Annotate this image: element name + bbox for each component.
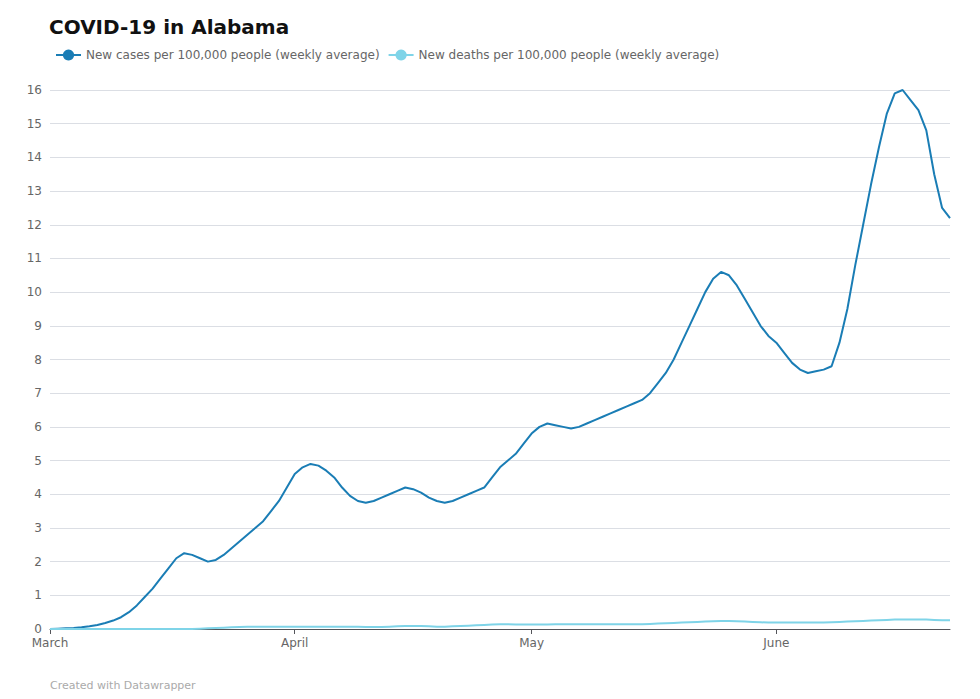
svg-text:6: 6 [34, 420, 42, 434]
svg-text:May: May [519, 636, 544, 650]
svg-text:June: June [762, 636, 789, 650]
svg-text:COVID-19 in Alabama: COVID-19 in Alabama [49, 15, 289, 39]
svg-text:8: 8 [34, 353, 42, 367]
svg-text:14: 14 [27, 150, 42, 164]
svg-text:1: 1 [34, 588, 42, 602]
svg-text:New cases per 100,000 people (: New cases per 100,000 people (weekly ave… [86, 48, 380, 62]
svg-text:Created with Datawrapper: Created with Datawrapper [50, 679, 196, 692]
svg-text:16: 16 [27, 83, 42, 97]
svg-text:April: April [281, 636, 308, 650]
svg-text:12: 12 [27, 218, 42, 232]
svg-text:March: March [32, 636, 69, 650]
svg-text:2: 2 [34, 555, 42, 569]
svg-text:15: 15 [27, 117, 42, 131]
svg-text:New deaths per 100,000 people: New deaths per 100,000 people (weekly av… [419, 48, 720, 62]
svg-text:10: 10 [27, 285, 42, 299]
svg-text:4: 4 [34, 487, 42, 501]
svg-text:5: 5 [34, 454, 42, 468]
svg-text:11: 11 [27, 251, 42, 265]
svg-text:13: 13 [27, 184, 42, 198]
svg-text:0: 0 [34, 622, 42, 636]
svg-text:3: 3 [34, 521, 42, 535]
svg-text:7: 7 [34, 386, 42, 400]
svg-text:9: 9 [34, 319, 42, 333]
